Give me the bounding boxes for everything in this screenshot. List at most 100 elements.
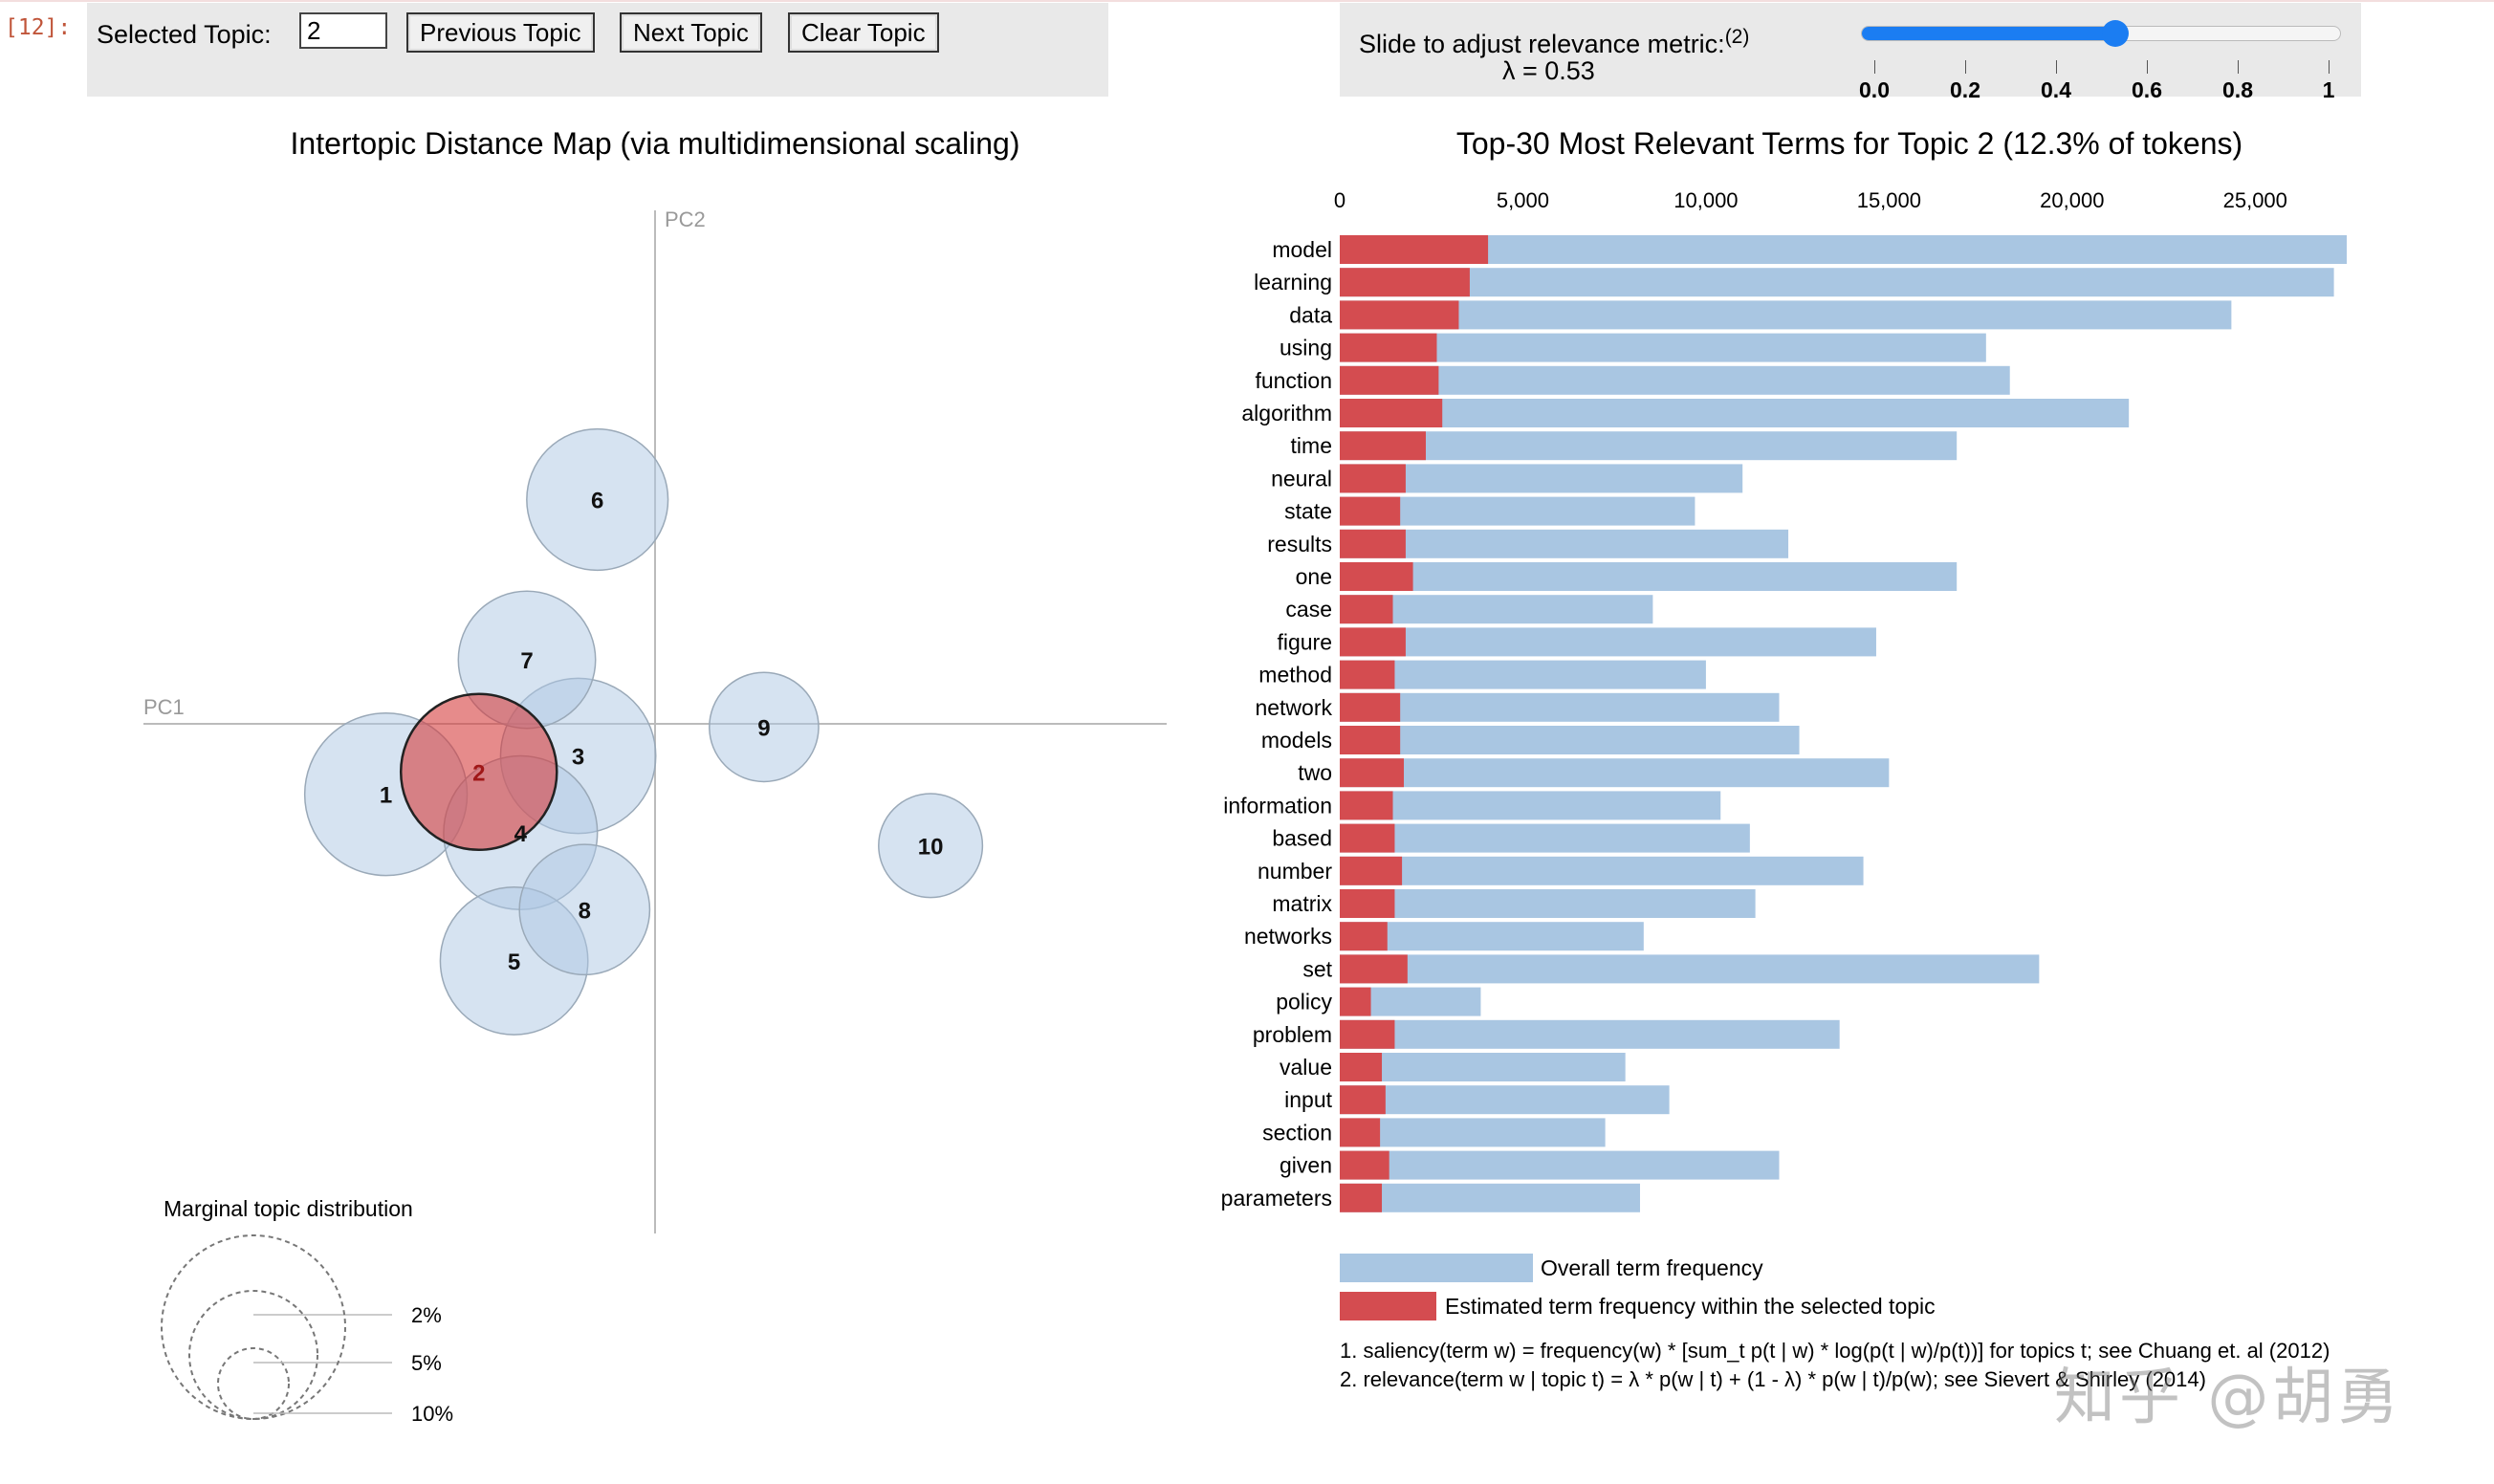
term-label: results xyxy=(1267,532,1332,556)
topic-frequency-bar xyxy=(1340,1150,1389,1180)
topic-frequency-bar xyxy=(1340,595,1393,624)
topic-frequency-bar xyxy=(1340,627,1406,657)
x-tick-label: 5,000 xyxy=(1497,188,1549,212)
term-label: number xyxy=(1258,859,1332,884)
term-label: model xyxy=(1272,237,1332,262)
clear-topic-button[interactable]: Clear Topic xyxy=(788,12,939,53)
topic-frequency-bar xyxy=(1340,823,1395,853)
footnote-ref: (2) xyxy=(1724,26,1750,48)
slider-tick-label: 1 xyxy=(2322,77,2335,102)
overall-frequency-bar xyxy=(1340,1150,1780,1180)
term-label: method xyxy=(1258,663,1332,687)
selected-topic-label: Selected Topic: xyxy=(97,20,272,49)
topic-frequency-bar xyxy=(1340,268,1470,297)
topic-frequency-bar xyxy=(1340,300,1459,330)
term-label: two xyxy=(1298,760,1332,785)
topic-frequency-bar xyxy=(1340,1019,1395,1049)
overall-frequency-bar xyxy=(1340,529,1789,558)
relevance-slider-label: Slide to adjust relevance metric:(2) xyxy=(1359,26,1749,59)
legend-circle-10pct xyxy=(161,1234,346,1420)
pc1-axis-label: PC1 xyxy=(143,695,185,719)
topic-frequency-bar xyxy=(1340,365,1439,395)
relevance-slider-track[interactable] xyxy=(1861,20,2341,47)
term-label: based xyxy=(1272,826,1332,851)
footnote-1: 1. saliency(term w) = frequency(w) * [su… xyxy=(1340,1339,2330,1363)
previous-topic-button[interactable]: Previous Topic xyxy=(406,12,595,53)
slider-tick-mark xyxy=(2238,60,2239,74)
overall-frequency-bar xyxy=(1340,1019,1840,1049)
overall-frequency-bar xyxy=(1340,268,2334,297)
selected-topic-input[interactable] xyxy=(299,12,387,49)
topic-frequency-bar xyxy=(1340,692,1401,722)
overall-frequency-bar xyxy=(1340,464,1743,493)
topic-frequency-bar xyxy=(1340,1085,1386,1115)
topic-frequency-bar xyxy=(1340,856,1403,885)
lambda-value: λ = 0.53 xyxy=(1502,56,1595,85)
term-label: models xyxy=(1261,728,1332,753)
topic-frequency-bar xyxy=(1340,1118,1381,1147)
term-label: using xyxy=(1280,336,1332,360)
term-label: networks xyxy=(1244,924,1332,949)
bar-chart-title: Top-30 Most Relevant Terms for Topic 2 (… xyxy=(1456,126,2242,161)
overall-frequency-bar xyxy=(1340,235,2347,264)
watermark: 知乎 @胡勇 xyxy=(2054,1363,2403,1433)
overall-frequency-bar xyxy=(1340,823,1750,853)
x-tick-label: 20,000 xyxy=(2040,188,2104,212)
topic-frequency-bar xyxy=(1340,758,1405,788)
x-tick-label: 10,000 xyxy=(1674,188,1738,212)
footnote-2: 2. relevance(term w | topic t) = λ * p(w… xyxy=(1340,1367,2206,1391)
legend-circle-2pct xyxy=(217,1347,290,1420)
next-topic-button[interactable]: Next Topic xyxy=(620,12,762,53)
overall-frequency-bar xyxy=(1340,922,1644,951)
topic-frequency-bar xyxy=(1340,529,1406,558)
topic-circle-9 xyxy=(709,671,820,783)
overall-frequency-bar xyxy=(1340,627,1876,657)
topic-circle-10 xyxy=(878,793,984,899)
topic-frequency-bar xyxy=(1340,235,1489,264)
overall-frequency-bar xyxy=(1340,399,2130,427)
topic-frequency-bar xyxy=(1340,562,1413,591)
overall-frequency-bar xyxy=(1340,562,1958,591)
term-label: case xyxy=(1285,597,1332,622)
topic-frequency-bar xyxy=(1340,922,1388,951)
overall-frequency-bar xyxy=(1340,1183,1640,1212)
slider-tick-mark xyxy=(1874,60,1875,74)
topic-frequency-bar xyxy=(1340,987,1371,1016)
topic-frequency-bar xyxy=(1340,1183,1383,1212)
relevance-slider-thumb[interactable] xyxy=(2102,20,2129,47)
topic-frequency-bar xyxy=(1340,399,1443,427)
topic-frequency-bar xyxy=(1340,1053,1383,1081)
topic-frequency-bar xyxy=(1340,889,1395,918)
term-label: figure xyxy=(1277,629,1332,654)
term-label: neural xyxy=(1271,466,1332,491)
topic-label-6: 6 xyxy=(591,489,603,514)
slider-tick-label: 0.4 xyxy=(2041,77,2071,102)
overall-frequency-bar xyxy=(1340,300,2232,330)
topic-frequency-bar xyxy=(1340,431,1426,461)
legend-value-label: 10% xyxy=(411,1402,453,1426)
overall-frequency-bar xyxy=(1340,726,1800,754)
term-label: data xyxy=(1289,302,1332,327)
overall-frequency-bar xyxy=(1340,1053,1626,1081)
overall-frequency-bar xyxy=(1340,431,1958,461)
term-label: value xyxy=(1280,1055,1332,1080)
overall-frequency-bar xyxy=(1340,856,1864,885)
topic-label-3: 3 xyxy=(572,745,584,771)
term-label: parameters xyxy=(1221,1186,1332,1211)
term-label: network xyxy=(1255,695,1332,720)
topic-frequency-bar xyxy=(1340,791,1393,820)
topic-frequency-bar xyxy=(1340,333,1437,362)
term-label: problem xyxy=(1253,1022,1332,1047)
overall-frequency-bar xyxy=(1340,1085,1670,1115)
topic-frequency-bar xyxy=(1340,496,1401,526)
legend-value-label: 5% xyxy=(411,1351,442,1375)
x-tick-label: 15,000 xyxy=(1857,188,1921,212)
overall-frequency-bar xyxy=(1340,791,1721,820)
term-label: matrix xyxy=(1272,891,1332,916)
overall-frequency-bar xyxy=(1340,365,2010,395)
term-label: input xyxy=(1284,1087,1332,1112)
term-label: one xyxy=(1296,564,1332,589)
topic-frequency-bar xyxy=(1340,954,1408,984)
topic-label-1: 1 xyxy=(380,783,392,809)
overall-frequency-bar xyxy=(1340,758,1890,788)
